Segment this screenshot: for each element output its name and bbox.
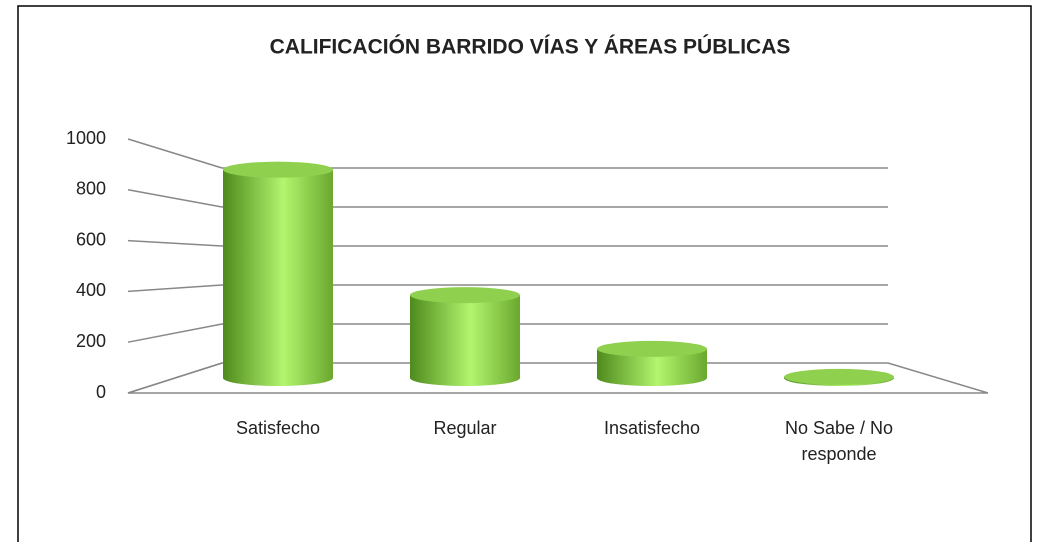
y-tick-label: 1000 (66, 128, 106, 148)
axis-tick-line (127, 189, 223, 208)
x-tick-label: Insatisfecho (603, 418, 701, 438)
axis-tick-line (127, 362, 223, 394)
axis-tick-line (127, 284, 223, 293)
bar (223, 169, 333, 386)
axis-tick-line (127, 323, 223, 343)
y-tick-label: 800 (76, 179, 106, 199)
bar (410, 295, 520, 386)
bar-top (223, 161, 333, 178)
bar-top (410, 287, 520, 304)
y-tick-label: 0 (96, 382, 106, 402)
y-tick-label: 600 (76, 229, 106, 249)
bar (597, 348, 707, 386)
bar-top (784, 368, 894, 385)
axis-tick-line (127, 138, 223, 169)
bar-top (597, 340, 707, 357)
x-tick-label: Satisfecho (235, 418, 321, 438)
axis-tick-line (127, 239, 223, 247)
x-tick-label: Regular (433, 418, 497, 438)
x-tick-label: No Sabe / No responde (784, 418, 894, 464)
chart-title: CALIFICACIÓN BARRIDO VÍAS Y ÁREAS PÚBLIC… (270, 35, 791, 59)
frame (17, 5, 1032, 542)
y-tick-label: 200 (76, 331, 106, 351)
y-tick-label: 400 (76, 280, 106, 300)
